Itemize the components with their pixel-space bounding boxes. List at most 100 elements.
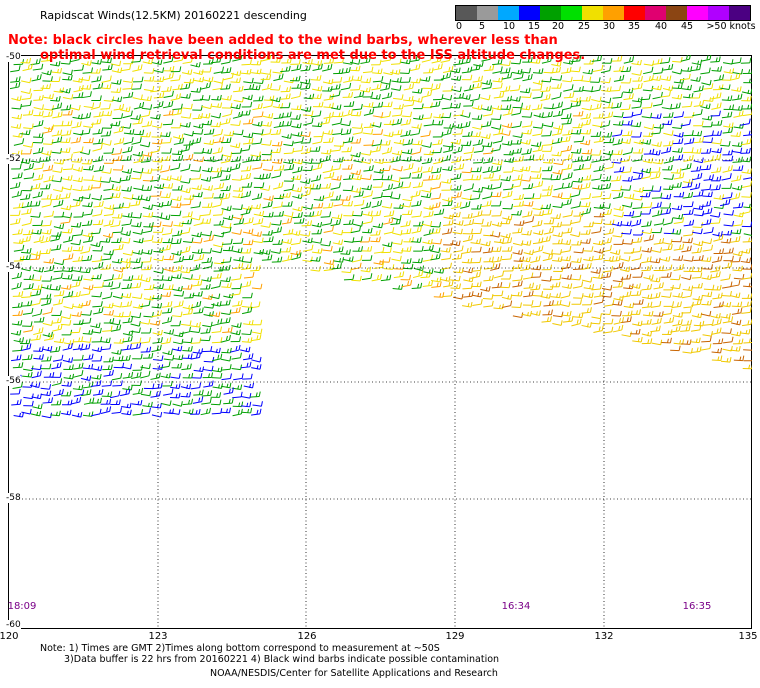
wind-barb (251, 328, 263, 335)
wind-barb (189, 263, 201, 272)
wind-barb (91, 95, 102, 102)
wind-barb (611, 55, 623, 62)
wind-barb (272, 201, 283, 209)
wind-barb (12, 132, 24, 138)
wind-barb (741, 307, 752, 314)
wind-barb (240, 190, 252, 199)
wind-barb (351, 275, 362, 282)
wind-barb (212, 154, 224, 163)
wind-barb (700, 184, 712, 191)
wind-barb (419, 76, 431, 82)
wind-barb (740, 147, 751, 154)
wind-barb (402, 209, 413, 216)
wind-barb (310, 256, 321, 262)
wind-barb (40, 363, 52, 370)
wind-barb (92, 388, 104, 396)
wind-barb (741, 95, 752, 102)
colorbar-swatch (666, 6, 687, 20)
colorbar-label: 35 (627, 21, 641, 32)
colorbar-swatch (603, 6, 624, 20)
wind-barb (523, 154, 535, 161)
wind-barb (462, 228, 474, 235)
wind-barb (162, 183, 174, 189)
wind-barb (611, 157, 623, 164)
wind-barb (583, 255, 594, 262)
wind-barb (682, 92, 694, 99)
wind-barb (482, 184, 493, 190)
wind-barb (693, 320, 705, 327)
wind-barb (51, 362, 62, 370)
wind-barb (630, 219, 642, 227)
wind-barb (62, 153, 73, 162)
wind-barb (242, 118, 254, 125)
wind-barb (722, 127, 734, 134)
wind-barb (500, 273, 512, 280)
wind-barb (103, 209, 115, 217)
wind-barb (352, 210, 363, 217)
wind-barb (310, 110, 322, 118)
wind-barb (9, 81, 21, 90)
wind-barb (211, 318, 223, 327)
wind-barb (341, 146, 353, 153)
wind-barb (200, 327, 211, 334)
wind-barb (661, 337, 672, 344)
wind-barb (690, 337, 701, 344)
wind-barb (581, 307, 592, 314)
wind-barb (471, 281, 482, 288)
wind-barb (453, 220, 464, 226)
wind-barb (140, 390, 152, 397)
wind-barb (681, 307, 692, 314)
wind-barb (591, 283, 602, 291)
wind-barb (160, 372, 171, 379)
wind-barb (32, 220, 43, 227)
wind-barb (51, 136, 63, 144)
lat-label: -54 (6, 262, 21, 272)
wind-barb (612, 149, 623, 156)
wind-barb (403, 95, 414, 102)
wind-barb (650, 292, 661, 300)
wind-barb (81, 60, 92, 66)
wind-barb (322, 245, 333, 252)
wind-barb (421, 90, 433, 98)
wind-barb (212, 146, 223, 155)
wind-barb (393, 94, 404, 100)
wind-barb (683, 256, 694, 262)
wind-barb (182, 398, 194, 406)
wind-barb (262, 112, 274, 119)
wind-barb (741, 180, 752, 188)
wind-barb (350, 84, 361, 91)
wind-barb (82, 235, 94, 243)
wind-barb (161, 148, 172, 154)
wind-barb (83, 381, 94, 389)
wind-barb (70, 280, 81, 288)
wind-barb (201, 397, 212, 405)
wind-barb (652, 67, 664, 75)
wind-barb (163, 254, 175, 261)
wind-barb (450, 283, 461, 290)
wind-barb (603, 162, 615, 170)
wind-barb (632, 154, 643, 162)
wind-barb (122, 316, 133, 324)
wind-barb (191, 373, 203, 379)
wind-barb (393, 264, 405, 270)
wind-barb (673, 111, 685, 119)
wind-barb (690, 165, 702, 172)
wind-barb (613, 317, 625, 325)
wind-barb (400, 228, 412, 235)
wind-barb (181, 218, 193, 225)
wind-barb (361, 273, 373, 281)
wind-barb (350, 65, 361, 72)
wind-barb (311, 93, 322, 100)
wind-barb (593, 112, 604, 119)
wind-barb (53, 259, 65, 266)
wind-barb (681, 84, 693, 91)
wind-barb (583, 283, 595, 290)
wind-barb (310, 266, 321, 272)
wind-barb (52, 167, 63, 173)
wind-barb (561, 66, 572, 74)
wind-barb (53, 290, 65, 297)
wind-barb (520, 240, 532, 246)
wind-barb (632, 148, 644, 154)
wind-barb (523, 249, 534, 256)
wind-barb (541, 264, 553, 271)
